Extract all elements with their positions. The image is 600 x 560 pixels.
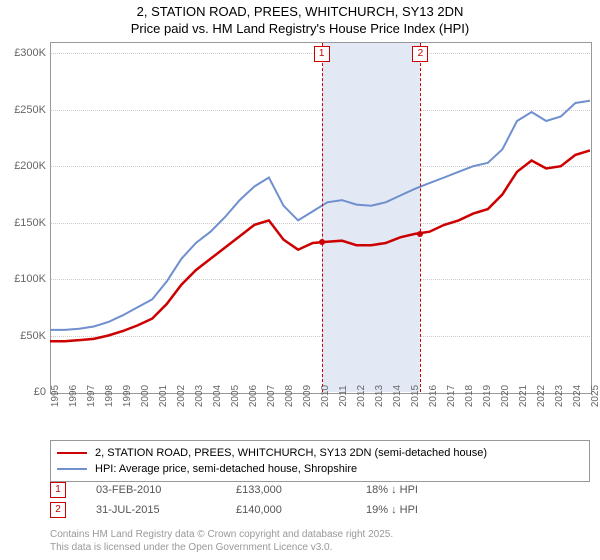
event-marker-badge: 2 (50, 502, 66, 518)
title-line-1: 2, STATION ROAD, PREES, WHITCHURCH, SY13… (0, 4, 600, 21)
title-line-2: Price paid vs. HM Land Registry's House … (0, 21, 600, 38)
event-delta: 18% ↓ HPI (366, 484, 418, 496)
footer-line-1: Contains HM Land Registry data © Crown c… (50, 528, 393, 541)
legend-swatch (57, 468, 87, 470)
x-tick-label: 2004 (212, 385, 223, 407)
y-tick-label: £100K (14, 273, 46, 285)
chart-title: 2, STATION ROAD, PREES, WHITCHURCH, SY13… (0, 0, 600, 38)
x-tick-label: 2008 (284, 385, 295, 407)
footer-line-2: This data is licensed under the Open Gov… (50, 541, 393, 554)
x-tick-label: 1996 (68, 385, 79, 407)
legend-label: 2, STATION ROAD, PREES, WHITCHURCH, SY13… (95, 447, 487, 459)
x-tick-label: 2015 (410, 385, 421, 407)
hpi-line (50, 101, 590, 330)
event-dot (417, 231, 423, 237)
x-tick-label: 2001 (158, 385, 169, 407)
y-tick-label: £200K (14, 160, 46, 172)
x-tick-label: 2023 (554, 385, 565, 407)
x-tick-label: 1999 (122, 385, 133, 407)
event-delta: 19% ↓ HPI (366, 504, 418, 516)
x-tick-label: 2021 (518, 385, 529, 407)
x-tick-label: 2003 (194, 385, 205, 407)
event-row: 1 03-FEB-2010 £133,000 18% ↓ HPI (50, 480, 418, 500)
event-marker-badge: 1 (50, 482, 66, 498)
legend: 2, STATION ROAD, PREES, WHITCHURCH, SY13… (50, 440, 590, 482)
x-tick-label: 2010 (320, 385, 331, 407)
y-tick-label: £150K (14, 217, 46, 229)
x-tick-label: 2013 (374, 385, 385, 407)
event-row: 2 31-JUL-2015 £140,000 19% ↓ HPI (50, 500, 418, 520)
events-table: 1 03-FEB-2010 £133,000 18% ↓ HPI 2 31-JU… (50, 480, 418, 520)
event-date: 31-JUL-2015 (96, 504, 206, 516)
y-tick-label: £250K (14, 104, 46, 116)
footer-attribution: Contains HM Land Registry data © Crown c… (50, 528, 393, 554)
x-tick-label: 1995 (50, 385, 61, 407)
x-tick-label: 2019 (482, 385, 493, 407)
x-tick-label: 2011 (338, 385, 349, 407)
x-tick-label: 2025 (590, 385, 600, 407)
x-tick-label: 2016 (428, 385, 439, 407)
x-tick-label: 2012 (356, 385, 367, 407)
x-tick-label: 2005 (230, 385, 241, 407)
x-tick-label: 2014 (392, 385, 403, 407)
x-tick-label: 1998 (104, 385, 115, 407)
event-guideline (420, 43, 421, 392)
event-price: £133,000 (236, 484, 336, 496)
event-guideline (322, 43, 323, 392)
y-tick-label: £50K (20, 330, 46, 342)
legend-item: 2, STATION ROAD, PREES, WHITCHURCH, SY13… (57, 445, 583, 461)
x-tick-label: 1997 (86, 385, 97, 407)
x-tick-label: 2006 (248, 385, 259, 407)
event-date: 03-FEB-2010 (96, 484, 206, 496)
legend-swatch (57, 452, 87, 454)
event-dot (319, 239, 325, 245)
x-tick-label: 2022 (536, 385, 547, 407)
legend-item: HPI: Average price, semi-detached house,… (57, 461, 583, 477)
x-tick-label: 2017 (446, 385, 457, 407)
x-tick-label: 2000 (140, 385, 151, 407)
price-line (50, 150, 590, 341)
event-price: £140,000 (236, 504, 336, 516)
x-tick-label: 2009 (302, 385, 313, 407)
x-tick-label: 2018 (464, 385, 475, 407)
x-tick-label: 2020 (500, 385, 511, 407)
x-tick-label: 2007 (266, 385, 277, 407)
line-series-svg (50, 42, 590, 392)
event-tag: 1 (314, 46, 330, 62)
event-tag: 2 (412, 46, 428, 62)
legend-label: HPI: Average price, semi-detached house,… (95, 463, 357, 475)
y-tick-label: £0 (34, 386, 46, 398)
x-tick-label: 2002 (176, 385, 187, 407)
y-tick-label: £300K (14, 47, 46, 59)
chart-container: 2, STATION ROAD, PREES, WHITCHURCH, SY13… (0, 0, 600, 560)
x-tick-label: 2024 (572, 385, 583, 407)
